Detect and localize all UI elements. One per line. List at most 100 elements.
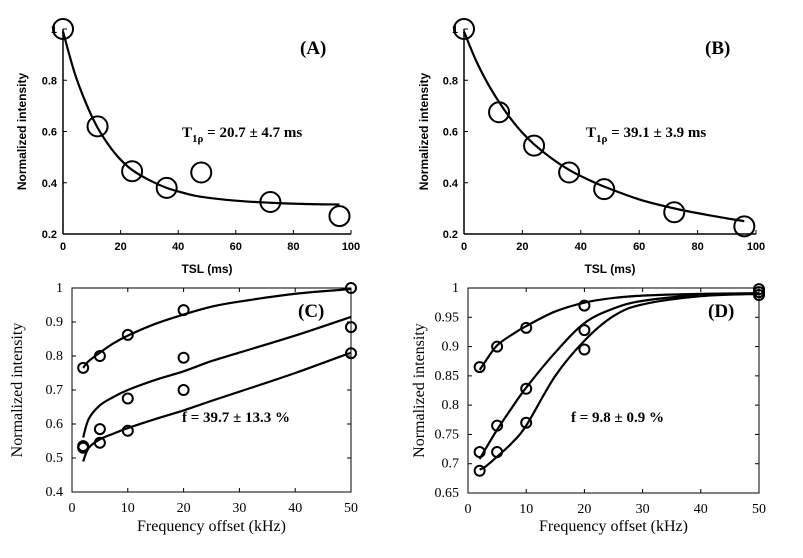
- data-point: [155, 176, 178, 199]
- y-tick-label: 0.6: [46, 417, 64, 432]
- y-tick-label: 0.75: [435, 427, 460, 442]
- fit-curve: [82, 287, 352, 369]
- fit-annotation: f = 39.7 ± 13.3 %: [182, 410, 290, 426]
- data-point: [733, 215, 756, 238]
- x-tick-label: 0: [60, 241, 66, 253]
- data-point: [177, 384, 190, 396]
- fit-curve: [478, 292, 760, 460]
- x-tick-label: 20: [177, 501, 191, 516]
- axes-box: [467, 287, 760, 494]
- x-tick-label: 30: [232, 501, 246, 516]
- x-tick-label: 50: [752, 502, 766, 517]
- annotation-main: f = 9.8 ± 0.9 %: [571, 410, 664, 426]
- x-tick-label: 20: [577, 502, 591, 517]
- y-tick-label: 0.6: [42, 127, 57, 139]
- data-point: [328, 205, 351, 228]
- data-point: [121, 160, 144, 183]
- panel-label: (A): [300, 38, 326, 59]
- y-tick-label: 0.8: [442, 398, 460, 413]
- x-tick-label: 40: [694, 502, 708, 517]
- y-tick-label: 0.9: [442, 340, 460, 355]
- data-point: [345, 321, 357, 334]
- y-tick-label: 0.7: [46, 383, 64, 398]
- y-tick-label: 1: [56, 281, 63, 296]
- y-axis-label: Normalized intensity: [15, 72, 29, 190]
- x-tick-label: 80: [691, 241, 703, 253]
- data-point: [520, 321, 533, 334]
- annotation-value: = 20.7 ± 4.7 ms: [203, 125, 302, 141]
- y-tick-label: 0.9: [46, 315, 64, 330]
- y-tick-label: 0.8: [443, 75, 458, 87]
- y-tick-label: 0.6: [443, 127, 458, 139]
- annotation-main: T: [182, 125, 192, 141]
- panel-c: 0 10 20 30 40 50 0.4 0.5 0.6 0.7 0.8 0.9 1 Frequency …: [9, 281, 358, 535]
- y-tick-label: 0.95: [435, 310, 460, 325]
- x-tick-label: 40: [172, 241, 184, 253]
- data-point: [345, 347, 357, 360]
- x-axis-label: TSL (ms): [584, 262, 635, 276]
- y-tick-label: 1: [452, 281, 459, 296]
- x-tick-label: 50: [344, 501, 358, 516]
- data-point: [121, 392, 134, 405]
- data-point: [93, 436, 106, 449]
- data-point: [52, 18, 74, 40]
- data-point: [177, 304, 190, 317]
- fit-curve: [82, 351, 352, 462]
- data-point: [593, 178, 616, 201]
- data-point: [93, 423, 106, 436]
- y-axis-label: Normalized intensity: [9, 323, 26, 458]
- fit-annotation: T1ρ = 39.1 ± 3.9 ms: [586, 125, 706, 145]
- y-tick-label: 0.2: [443, 229, 458, 241]
- fit-curve: [479, 292, 760, 471]
- x-tick-label: 0: [461, 241, 467, 253]
- data-point: [578, 343, 591, 356]
- panel-label: (D): [708, 301, 734, 322]
- x-tick-label: 40: [288, 501, 302, 516]
- data-point: [491, 340, 504, 353]
- y-tick-label: 0.85: [435, 369, 460, 384]
- fit-annotation: T1ρ = 20.7 ± 4.7 ms: [182, 125, 302, 145]
- x-tick-label: 0: [465, 502, 472, 517]
- data-point: [578, 299, 591, 312]
- data-point: [663, 201, 686, 224]
- fit-curve: [462, 31, 745, 223]
- annotation-subscript: 1ρ: [596, 133, 608, 145]
- y-tick-label: 0.4: [42, 178, 58, 190]
- data-point: [491, 419, 504, 432]
- x-axis-label: Frequency offset (kHz): [539, 518, 688, 535]
- y-tick-label: 0.7: [442, 457, 460, 472]
- data-point: [86, 115, 109, 138]
- x-axis-label: Frequency offset (kHz): [137, 518, 286, 535]
- fit-curve: [82, 315, 352, 438]
- data-point: [473, 446, 486, 458]
- panel-d: 0 10 20 30 40 50 0.65 0.7 0.75 0.8 0.85 0.9 0.95 1 Fre…: [411, 281, 766, 535]
- y-axis-label: Normalized intensity: [411, 323, 428, 458]
- data-point: [473, 361, 486, 374]
- x-tick-label: 80: [287, 241, 299, 253]
- data-point: [77, 361, 90, 374]
- data-point: [753, 289, 765, 302]
- x-tick-label: 0: [69, 501, 76, 516]
- data-point: [121, 328, 134, 341]
- y-tick-label: 0.5: [46, 451, 64, 466]
- x-tick-label: 10: [121, 501, 135, 516]
- data-point: [558, 161, 581, 184]
- x-tick-label: 10: [519, 502, 533, 517]
- x-tick-label: 60: [633, 241, 645, 253]
- data-point: [121, 424, 134, 437]
- data-point: [77, 441, 90, 454]
- data-point: [523, 134, 546, 157]
- x-tick-label: 100: [342, 241, 360, 253]
- y-axis-label: Normalized intensity: [417, 72, 431, 190]
- x-tick-label: 30: [636, 502, 650, 517]
- x-tick-label: 20: [114, 241, 126, 253]
- annotation-value: = 39.1 ± 3.9 ms: [607, 125, 706, 141]
- data-point: [488, 101, 511, 124]
- y-tick-label: 0.8: [42, 75, 57, 87]
- x-axis-label: TSL (ms): [181, 262, 232, 276]
- panel-label: (C): [298, 301, 324, 322]
- annotation-main: T: [586, 125, 596, 141]
- data-point: [259, 190, 282, 213]
